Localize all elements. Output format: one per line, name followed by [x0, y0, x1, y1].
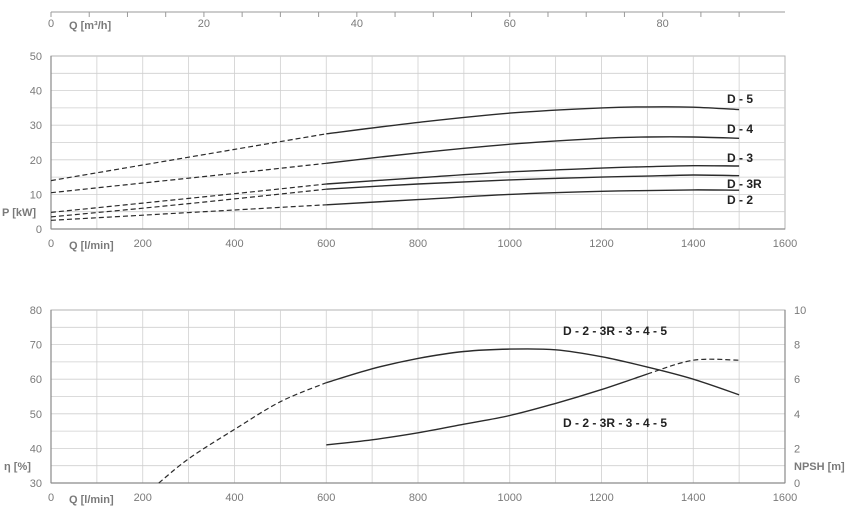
power-x-axis-label: Q [l/min] [69, 240, 114, 252]
power-x-tick-label: 0 [48, 238, 54, 250]
eff-x-tick-label: 1400 [681, 492, 705, 504]
power-x-tick-label: 800 [409, 238, 427, 250]
power-y-tick-label: 50 [30, 51, 42, 63]
top-axis-tick-label: 40 [351, 18, 363, 30]
eff-x-tick-label: 0 [48, 492, 54, 504]
npsh-y-tick-label: 8 [794, 340, 800, 352]
power-y-tick-label: 20 [30, 155, 42, 167]
curve-label-d-3: D - 3 [727, 151, 753, 165]
power-curve-d-4-dashed [50, 162, 327, 194]
power-x-tick-label: 1400 [681, 238, 705, 250]
power-x-tick-label: 200 [134, 238, 152, 250]
npsh-curve-label: D - 2 - 3R - 3 - 4 - 5 [563, 416, 667, 430]
power-x-tick-label: 400 [225, 238, 243, 250]
power-y-tick-label: 40 [30, 86, 42, 98]
eff-x-tick-label: 1200 [589, 492, 613, 504]
curve-layer [50, 106, 740, 484]
curve-label-d-5: D - 5 [727, 92, 753, 106]
power-y-tick-label: 0 [36, 224, 42, 236]
power-x-tick-label: 1000 [498, 238, 522, 250]
npsh-y-tick-label: 6 [794, 374, 800, 386]
npsh-y-tick-label: 2 [794, 443, 800, 455]
grid-layer [50, 11, 786, 484]
power-curve-d-3r-dashed [50, 188, 327, 218]
eff-x-tick-label: 600 [317, 492, 335, 504]
power-x-tick-label: 600 [317, 238, 335, 250]
power-curve-d-5-dashed [50, 133, 327, 182]
npsh-y-axis-label: NPSH [m] [794, 461, 845, 473]
eff-x-axis-label: Q [l/min] [69, 494, 114, 506]
eff-x-tick-label: 400 [225, 492, 243, 504]
top-axis-tick-label: 0 [48, 18, 54, 30]
eff-y-tick-label: 70 [30, 340, 42, 352]
npsh-y-tick-label: 4 [794, 409, 800, 421]
power-curve-d-2-solid [326, 189, 740, 206]
power-y-tick-label: 30 [30, 120, 42, 132]
eff-y-tick-label: 50 [30, 409, 42, 421]
power-y-axis-label: P [kW] [2, 207, 36, 219]
npsh-y-tick-label: 10 [794, 305, 806, 317]
npsh-curve-dashed [647, 358, 740, 375]
top-axis-tick-label: 60 [504, 18, 516, 30]
eff-y-tick-label: 40 [30, 443, 42, 455]
power-curve-d-3-dashed [50, 183, 327, 213]
eff-x-tick-label: 1000 [498, 492, 522, 504]
efficiency-curve-dashed [158, 382, 327, 484]
npsh-y-tick-label: 0 [794, 478, 800, 490]
power-curve-d-3-solid [326, 164, 740, 185]
top-axis-tick-label: 80 [657, 18, 669, 30]
eff-y-axis-label: η [%] [4, 461, 31, 473]
eff-y-tick-label: 30 [30, 478, 42, 490]
npsh-curve-solid [326, 373, 648, 446]
power-x-tick-label: 1600 [773, 238, 797, 250]
eff-x-tick-label: 800 [409, 492, 427, 504]
curve-label-d-3r: D - 3R [727, 177, 762, 191]
power-curve-d-4-solid [326, 136, 740, 164]
eff-y-tick-label: 80 [30, 305, 42, 317]
eff-y-tick-label: 60 [30, 374, 42, 386]
power-curve-d-5-solid [326, 106, 740, 135]
efficiency-curve-solid [326, 348, 740, 396]
eff-x-tick-label: 1600 [773, 492, 797, 504]
eff-x-tick-label: 200 [134, 492, 152, 504]
curve-label-d-2: D - 2 [727, 193, 753, 207]
top-axis-label: Q [m³/h] [69, 20, 111, 32]
power-curve-d-2-dashed [50, 204, 327, 221]
top-axis-tick-label: 20 [198, 18, 210, 30]
efficiency-curve-label: D - 2 - 3R - 3 - 4 - 5 [563, 324, 667, 338]
power-curve-d-3r-solid [326, 174, 740, 190]
power-y-tick-label: 10 [30, 189, 42, 201]
power-x-tick-label: 1200 [589, 238, 613, 250]
curve-label-d-4: D - 4 [727, 122, 753, 136]
